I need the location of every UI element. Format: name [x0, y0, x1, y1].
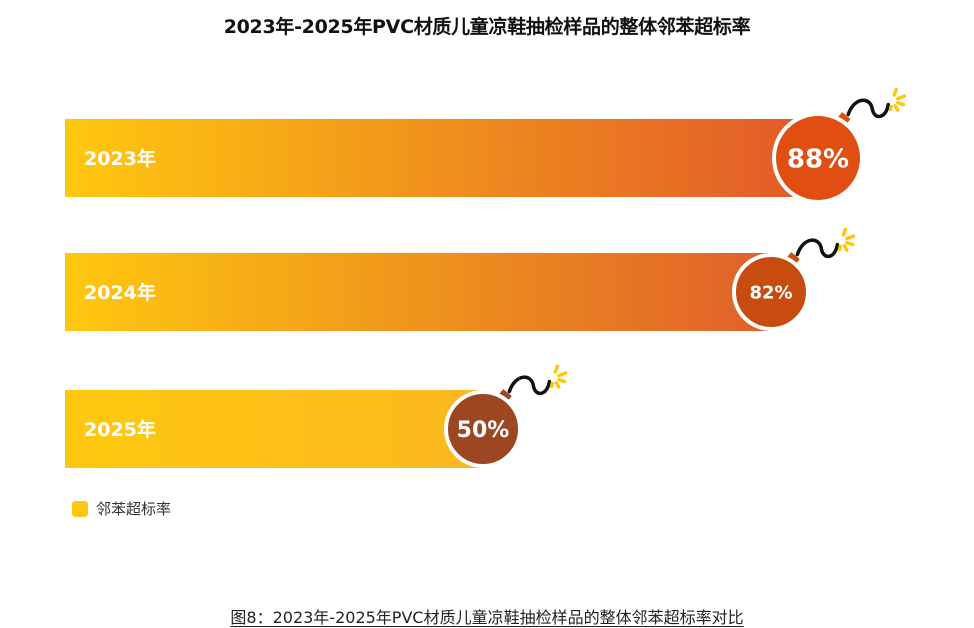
- figure-caption: 图8：2023年-2025年PVC材质儿童凉鞋抽检样品的整体邻苯超标率对比: [230, 608, 744, 627]
- category-label: 2024年: [84, 281, 156, 304]
- value-label: 50%: [457, 418, 510, 443]
- chart-title: 2023年-2025年PVC材质儿童凉鞋抽检样品的整体邻苯超标率: [223, 16, 751, 38]
- category-label: 2023年: [84, 147, 156, 170]
- bar-2023年: [65, 119, 818, 197]
- legend-swatch: [72, 500, 88, 517]
- value-label: 82%: [749, 282, 792, 303]
- bar-2024年: [65, 253, 771, 331]
- value-label: 88%: [787, 144, 849, 174]
- category-label: 2025年: [84, 418, 156, 441]
- bar-2025年: [65, 390, 483, 468]
- legend: 邻苯超标率: [72, 498, 171, 519]
- legend-label: 邻苯超标率: [96, 500, 172, 518]
- bomb-icon: [772, 87, 907, 204]
- bomb-icon: [732, 227, 856, 331]
- bomb-icon: [444, 364, 568, 468]
